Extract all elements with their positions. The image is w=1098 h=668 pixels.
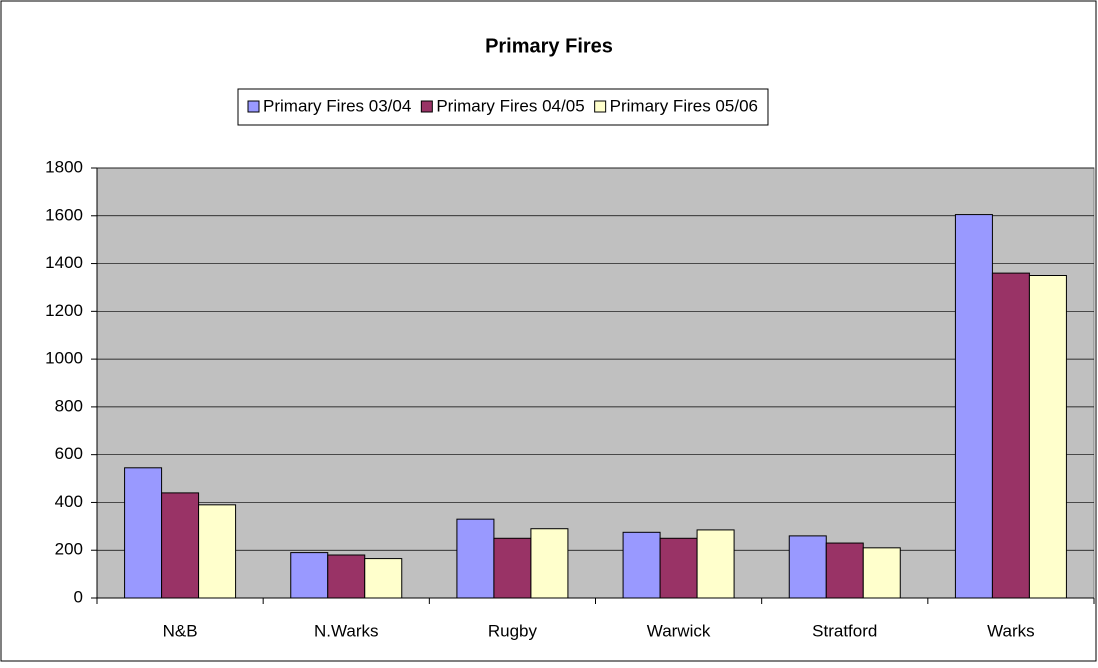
legend: Primary Fires 03/04 Primary Fires 04/05 Pr… <box>237 88 769 126</box>
bar <box>1028 275 1067 599</box>
bar <box>364 558 403 599</box>
bar <box>493 537 532 599</box>
bar <box>290 552 329 599</box>
bar <box>161 492 200 599</box>
y-tick-label: 1400 <box>45 253 83 272</box>
bar <box>696 529 735 599</box>
y-tick-label: 400 <box>55 492 83 511</box>
legend-label: Primary Fires 05/06 <box>610 96 758 115</box>
bar <box>659 537 698 599</box>
y-tick-label: 1000 <box>45 349 83 368</box>
y-tick-label: 1800 <box>45 157 83 176</box>
bar <box>954 214 993 599</box>
bar <box>327 554 366 599</box>
y-tick-label: 200 <box>55 540 83 559</box>
bar <box>198 504 237 599</box>
bar <box>825 542 864 599</box>
x-tick-label: Rugby <box>488 621 538 640</box>
x-tick-label: Warwick <box>647 621 711 640</box>
bar <box>991 272 1030 599</box>
bar <box>530 528 569 599</box>
y-tick-label: 600 <box>55 444 83 463</box>
bar <box>124 467 163 599</box>
x-tick-label: Stratford <box>812 621 877 640</box>
legend-label: Primary Fires 03/04 <box>263 96 411 115</box>
bar <box>788 535 827 599</box>
chart-title: Primary Fires <box>485 35 613 57</box>
legend-swatch <box>420 100 433 113</box>
bar <box>622 531 661 599</box>
bar <box>456 518 495 599</box>
x-tick-label: Warks <box>987 621 1035 640</box>
y-tick-label: 1200 <box>45 301 83 320</box>
y-tick-label: 0 <box>74 587 83 606</box>
legend-box <box>237 88 769 126</box>
y-tick-label: 800 <box>55 396 83 415</box>
plot-area <box>96 167 1095 599</box>
legend-swatch <box>247 100 260 113</box>
x-tick-label: N.Warks <box>314 621 379 640</box>
bar <box>862 547 901 599</box>
x-tick-label: N&B <box>163 621 198 640</box>
legend-swatch <box>594 100 607 113</box>
y-tick-label: 1600 <box>45 205 83 224</box>
legend-label: Primary Fires 04/05 <box>436 96 584 115</box>
